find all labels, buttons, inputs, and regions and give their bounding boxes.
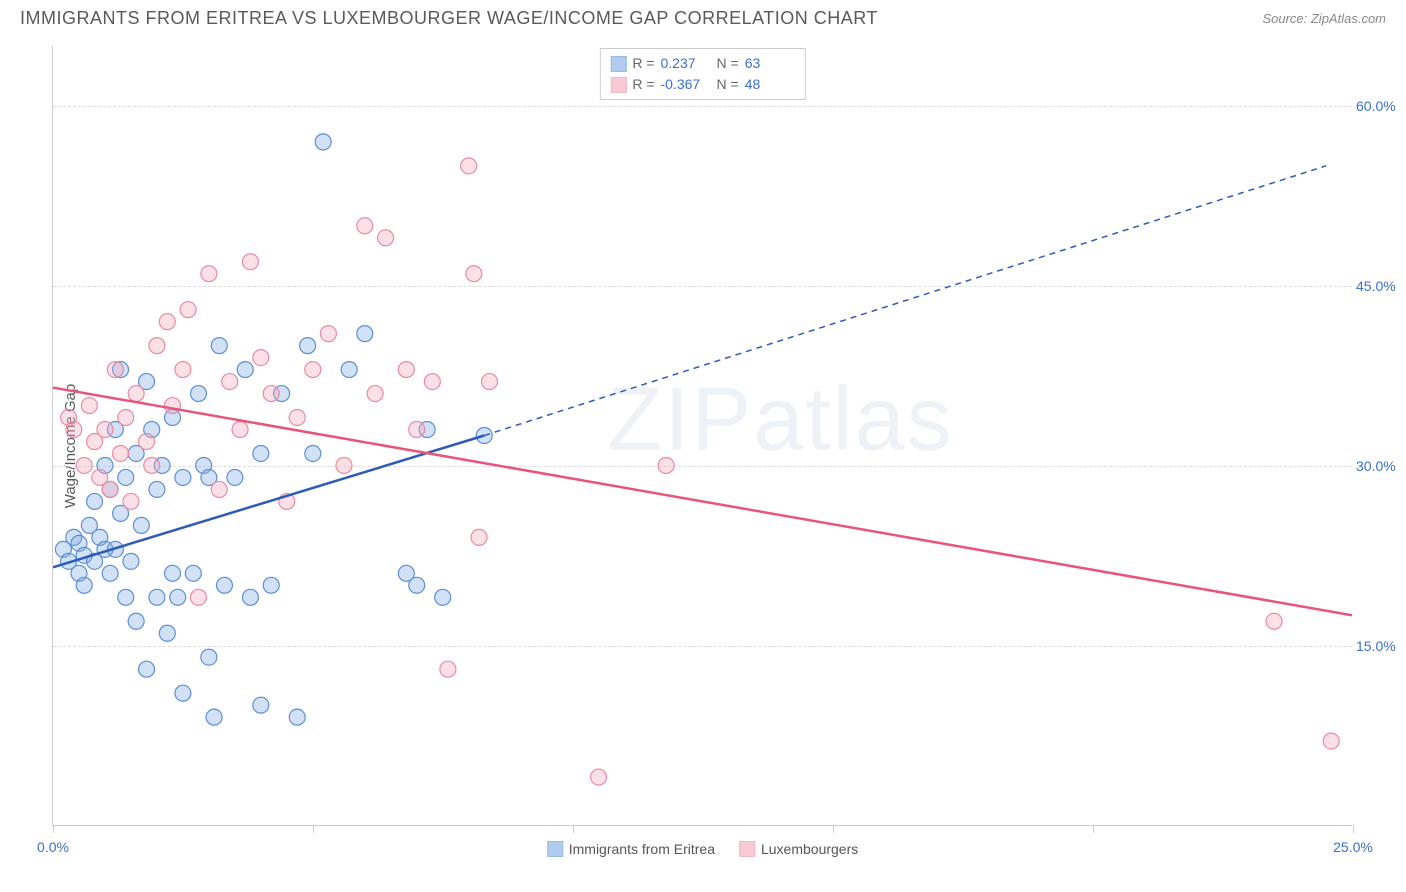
x-tick-mark (1093, 825, 1094, 833)
chart-source: Source: ZipAtlas.com (1262, 11, 1386, 26)
y-tick-label: 30.0% (1356, 458, 1404, 474)
x-tick-label: 25.0% (1333, 839, 1373, 855)
y-tick-label: 60.0% (1356, 98, 1404, 114)
y-tick-label: 45.0% (1356, 278, 1404, 294)
legend-stats-row: R = 0.237 N = 63 (610, 53, 794, 74)
legend-n-label: N = (717, 53, 739, 74)
legend-r-label: R = (632, 53, 654, 74)
legend-r-value-2: -0.367 (661, 74, 711, 95)
legend-swatch-icon (547, 841, 563, 857)
x-tick-mark (53, 825, 54, 833)
legend-label: Immigrants from Eritrea (569, 841, 715, 857)
legend-item: Immigrants from Eritrea (547, 841, 715, 857)
chart-plot-area: ZIPatlas R = 0.237 N = 63 R = -0.367 N =… (52, 46, 1352, 826)
chart-title: IMMIGRANTS FROM ERITREA VS LUXEMBOURGER … (20, 8, 878, 29)
legend-item: Luxembourgers (739, 841, 858, 857)
x-tick-mark (313, 825, 314, 833)
legend-r-value-1: 0.237 (661, 53, 711, 74)
legend-swatch-blue (610, 56, 626, 72)
scatter-svg (53, 46, 1352, 825)
legend-stats: R = 0.237 N = 63 R = -0.367 N = 48 (599, 48, 805, 100)
x-tick-mark (1353, 825, 1354, 833)
x-tick-mark (573, 825, 574, 833)
legend-label: Luxembourgers (761, 841, 858, 857)
legend-n-value-2: 48 (745, 74, 795, 95)
x-tick-mark (833, 825, 834, 833)
legend-n-label: N = (717, 74, 739, 95)
legend-stats-row: R = -0.367 N = 48 (610, 74, 794, 95)
y-tick-label: 15.0% (1356, 638, 1404, 654)
legend-swatch-pink (610, 77, 626, 93)
chart-header: IMMIGRANTS FROM ERITREA VS LUXEMBOURGER … (0, 0, 1406, 35)
x-tick-label: 0.0% (37, 839, 69, 855)
legend-r-label: R = (632, 74, 654, 95)
legend-series: Immigrants from Eritrea Luxembourgers (547, 841, 859, 857)
legend-swatch-icon (739, 841, 755, 857)
legend-n-value-1: 63 (745, 53, 795, 74)
